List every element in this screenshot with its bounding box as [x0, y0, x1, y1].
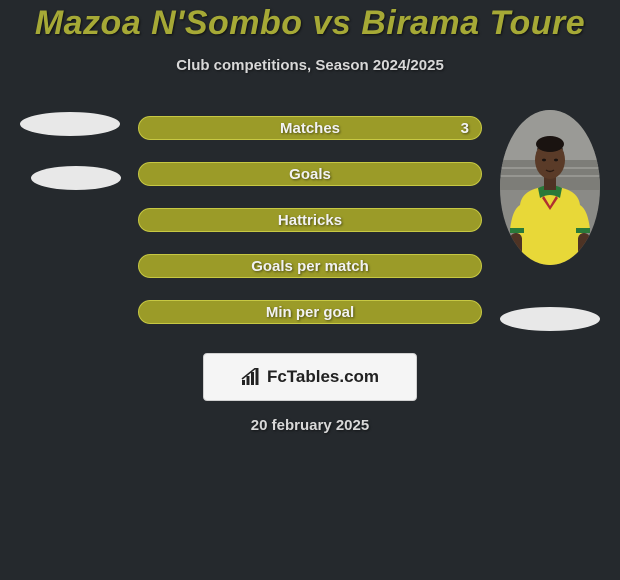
- right-placeholder-ellipse: [500, 307, 600, 331]
- right-player-panel: [490, 110, 610, 331]
- bars-icon: [241, 368, 263, 386]
- logo-inner: FcTables.com: [241, 367, 379, 387]
- stat-bar-matches: Matches 3: [138, 116, 482, 140]
- page-title: Mazoa N'Sombo vs Birama Toure: [35, 4, 585, 43]
- stat-bar-goals-per-match: Goals per match: [138, 254, 482, 278]
- left-player-panel: [10, 110, 130, 190]
- stat-bar-goals: Goals: [138, 162, 482, 186]
- stat-bar-label: Min per goal: [266, 304, 354, 321]
- stat-bar-label: Goals per match: [251, 258, 369, 275]
- stat-bars: Matches 3 Goals Hattricks Goals per matc…: [130, 116, 490, 324]
- stat-bar-value: 3: [461, 120, 469, 137]
- player-illustration: [500, 110, 600, 265]
- right-player-photo: [500, 110, 600, 265]
- left-placeholder-ellipse-2: [31, 166, 121, 190]
- left-placeholder-ellipse-1: [20, 112, 120, 136]
- subtitle: Club competitions, Season 2024/2025: [176, 57, 444, 74]
- logo-box: FcTables.com: [203, 353, 417, 401]
- stat-bar-hattricks: Hattricks: [138, 208, 482, 232]
- stat-bar-label: Matches: [280, 120, 340, 137]
- stat-bar-label: Goals: [289, 166, 331, 183]
- stat-bar-min-per-goal: Min per goal: [138, 300, 482, 324]
- comparison-row: Matches 3 Goals Hattricks Goals per matc…: [0, 116, 620, 331]
- comparison-infographic: Mazoa N'Sombo vs Birama Toure Club compe…: [0, 0, 620, 580]
- date-text: 20 february 2025: [251, 417, 369, 434]
- stat-bar-label: Hattricks: [278, 212, 342, 229]
- logo-text: FcTables.com: [267, 367, 379, 387]
